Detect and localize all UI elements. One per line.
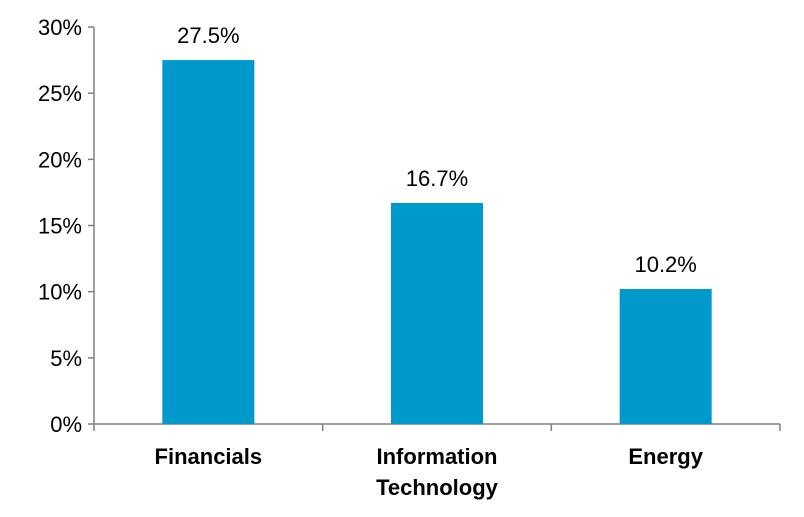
- y-tick-label: 30%: [38, 15, 82, 40]
- axes-layer: 0% 5% 10% 15% 20% 25% 30%: [38, 15, 781, 437]
- y-tick-label: 15%: [38, 214, 82, 239]
- data-label: 10.2%: [634, 252, 696, 277]
- bars-layer: [162, 60, 712, 424]
- x-tick-label: Information: [377, 444, 498, 469]
- x-tick-label: Financials: [155, 444, 263, 469]
- y-tick-label: 0%: [50, 412, 82, 437]
- y-tick-label: 10%: [38, 280, 82, 305]
- y-tick-label: 25%: [38, 81, 82, 106]
- y-tick-label: 20%: [38, 147, 82, 172]
- bar: [162, 60, 255, 424]
- labels-layer: 27.5% Financials 16.7% Information Technolog…: [155, 23, 704, 500]
- x-tick-label: Technology: [376, 475, 499, 500]
- data-label: 16.7%: [406, 166, 468, 191]
- bar: [619, 289, 712, 424]
- x-tick-label: Energy: [628, 444, 703, 469]
- bar: [391, 203, 483, 424]
- y-tick-label: 5%: [50, 346, 82, 371]
- data-label: 27.5%: [177, 23, 239, 48]
